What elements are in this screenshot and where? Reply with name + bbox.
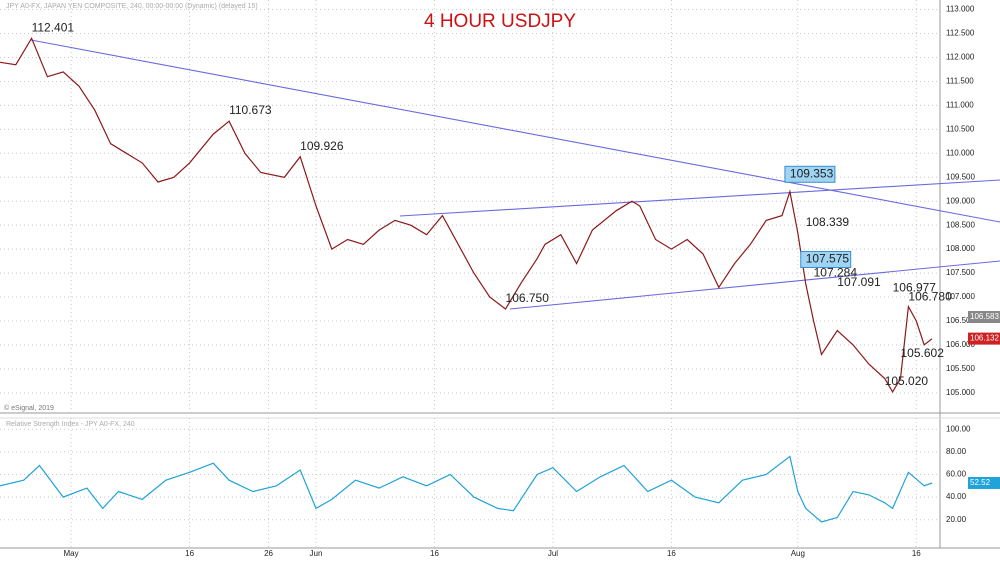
y-tick-label: 80.00 xyxy=(946,447,967,456)
x-tick-label: Jul xyxy=(548,549,558,558)
annotation: 112.401 xyxy=(32,20,75,34)
panel-title: Relative Strength Index - JPY A0-FX, 240 xyxy=(6,421,135,428)
price-tag xyxy=(968,311,1000,324)
y-tick-label: 108.000 xyxy=(946,244,975,253)
x-tick-label: Aug xyxy=(791,549,805,558)
annotation: 106.750 xyxy=(506,291,550,305)
chart-title: 4 HOUR USDJPY xyxy=(424,11,576,32)
annotation: 108.339 xyxy=(806,215,850,229)
x-tick-label: Jun xyxy=(310,549,323,558)
price-tag-label: 52.52 xyxy=(970,478,991,487)
y-tick-label: 112.500 xyxy=(946,29,975,38)
annotation: 106.780 xyxy=(908,290,952,304)
y-tick-label: 100.00 xyxy=(946,424,971,433)
trend-line xyxy=(509,260,1000,310)
annotation-box xyxy=(800,250,852,268)
credit: © eSignal, 2019 xyxy=(4,404,54,412)
chart-subtitle: JPY A0-FX, JAPAN YEN COMPOSITE, 240, 00:… xyxy=(6,3,258,10)
price-tag xyxy=(968,476,1000,489)
series-line xyxy=(0,36,933,394)
annotation: 105.020 xyxy=(885,374,929,388)
series-line xyxy=(0,455,933,523)
annotation: 109.926 xyxy=(300,139,344,153)
x-tick-label: 16 xyxy=(667,549,676,558)
y-tick-label: 110.000 xyxy=(946,148,975,157)
y-tick-label: 107.000 xyxy=(946,292,975,301)
trend-lines xyxy=(30,39,1000,310)
annotation: 107.091 xyxy=(837,275,881,289)
y-tick-label: 113.000 xyxy=(946,5,975,14)
annotation: 107.284 xyxy=(814,266,858,280)
x-tick-label: 26 xyxy=(264,549,273,558)
y-tick-label: 40.00 xyxy=(946,492,967,501)
y-tick-label: 109.000 xyxy=(946,196,975,205)
y-tick-label: 111.500 xyxy=(946,77,974,86)
y-tick-label: 105.000 xyxy=(946,388,975,397)
x-tick-label: 16 xyxy=(912,549,921,558)
price-tag-label: 106.132 xyxy=(970,334,999,343)
y-tick-label: 106.000 xyxy=(946,340,975,349)
annotation-box xyxy=(784,165,836,183)
trend-line xyxy=(399,179,1000,217)
y-tick-label: 108.500 xyxy=(946,220,975,229)
annotation: 106.977 xyxy=(893,280,937,294)
y-tick-label: 107.500 xyxy=(946,268,975,277)
price-tag xyxy=(968,332,1000,345)
price-tag-label: 106.583 xyxy=(970,312,999,321)
y-tick-label: 106.500 xyxy=(946,316,975,325)
annotation: 107.575 xyxy=(806,252,850,266)
y-tick-label: 60.00 xyxy=(946,470,967,479)
annotation: 109.353 xyxy=(790,166,834,180)
annotation: 105.602 xyxy=(901,346,945,360)
trend-line xyxy=(30,39,1000,223)
x-tick-label: May xyxy=(64,549,79,558)
x-tick-label: 16 xyxy=(430,549,439,558)
x-tick-label: 16 xyxy=(185,549,194,558)
annotation: 110.673 xyxy=(229,103,272,117)
y-tick-label: 111.000 xyxy=(946,101,974,110)
y-tick-label: 20.00 xyxy=(946,515,967,524)
y-tick-label: 105.500 xyxy=(946,364,975,373)
y-tick-label: 112.000 xyxy=(946,53,975,62)
y-tick-label: 109.500 xyxy=(946,172,975,181)
y-tick-label: 110.500 xyxy=(946,124,975,133)
